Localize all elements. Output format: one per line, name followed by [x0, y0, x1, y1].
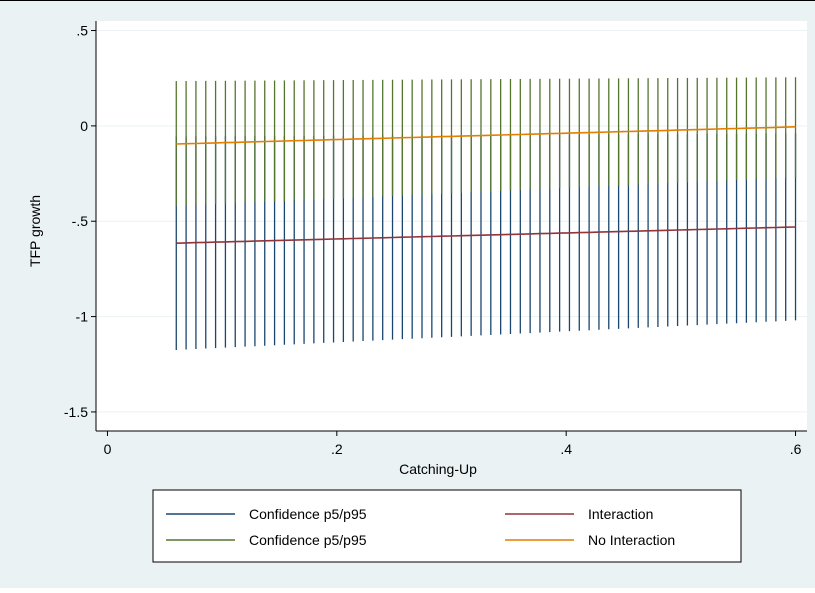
- legend-label: No Interaction: [588, 532, 675, 548]
- legend-box: [152, 489, 742, 563]
- legend-label: Confidence p5/p95: [249, 532, 367, 548]
- y-tick-label: .5: [76, 23, 88, 39]
- axes: .5 0 -.5 -1 -1.5 0 .2 .4 .6: [64, 23, 802, 457]
- y-tick-label: 0: [80, 118, 88, 134]
- x-tick-label: .4: [560, 441, 572, 457]
- x-tick-label: 0: [104, 441, 112, 457]
- interaction-line: [176, 226, 796, 244]
- y-tick-label: -1.5: [64, 404, 88, 420]
- x-axis-title: Catching-Up: [399, 461, 477, 477]
- series-layer: [175, 77, 797, 350]
- no-interaction-line: [176, 126, 796, 145]
- y-tick-label: -1: [76, 309, 89, 325]
- legend: Confidence p5/p95 Interaction Confidence p…: [166, 506, 675, 548]
- y-tick-label: -.5: [72, 213, 89, 229]
- legend-label: Confidence p5/p95: [249, 506, 367, 522]
- x-tick-label: .2: [331, 441, 343, 457]
- legend-label: Interaction: [588, 506, 653, 522]
- x-tick-label: .6: [790, 441, 802, 457]
- y-axis-title: TFP growth: [27, 195, 43, 267]
